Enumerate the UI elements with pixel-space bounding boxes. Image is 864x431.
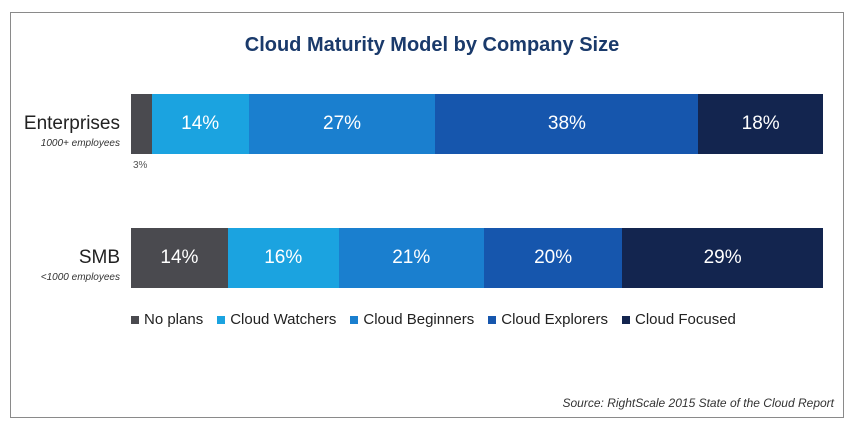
bar-segment-enterprises-cloud-beginners: 27%: [248, 94, 436, 154]
legend-swatch-cloud-focused: [621, 315, 630, 324]
data-label-enterprises-cloud-explorers: 38%: [547, 113, 586, 134]
data-label-enterprises-cloud-focused: 18%: [741, 113, 780, 134]
legend-swatch-cloud-explorers: [488, 315, 497, 324]
legend-label-cloud-explorers: Cloud Explorers: [501, 311, 608, 328]
legend-item-cloud-watchers: Cloud Watchers: [217, 311, 336, 328]
chart-frame: [10, 12, 844, 418]
data-label-smb-cloud-watchers: 16%: [264, 247, 303, 268]
data-label-smb-no-plans: 14%: [160, 247, 199, 268]
bar-segment-smb-cloud-beginners: 21%: [338, 228, 484, 288]
category-label-smb: SMB: [78, 247, 120, 268]
data-label-enterprises-no-plans: 3%: [133, 160, 148, 171]
legend-label-cloud-watchers: Cloud Watchers: [230, 311, 337, 328]
chart-title: Cloud Maturity Model by Company Size: [244, 34, 620, 56]
data-label-smb-cloud-explorers: 20%: [534, 247, 573, 268]
category-sublabel-smb: <1000 employees: [40, 272, 120, 283]
bar-segment-enterprises-cloud-watchers: 14%: [151, 94, 249, 154]
bar-segment-smb-cloud-focused: 29%: [622, 228, 823, 288]
bar-segment-smb-cloud-watchers: 16%: [227, 228, 339, 288]
bar-segment-smb-no-plans: 14%: [131, 228, 228, 288]
legend-label-cloud-focused: Cloud Focused: [634, 311, 736, 328]
bar-segment-enterprises-cloud-explorers: 38%: [435, 94, 699, 154]
data-label-enterprises-cloud-beginners: 27%: [323, 113, 362, 134]
bar-row-enterprises: 14% 27% 38% 18%: [131, 94, 823, 154]
legend: No plans Cloud Watchers Cloud Beginners Clo…: [131, 311, 831, 328]
category-sublabel-enterprises: 1000+ employees: [40, 138, 120, 149]
data-label-smb-cloud-beginners: 21%: [392, 247, 431, 268]
bar-segment-enterprises-no-plans: [131, 94, 152, 154]
legend-item-cloud-beginners: Cloud Beginners: [350, 311, 474, 328]
legend-item-cloud-explorers: Cloud Explorers: [488, 311, 608, 328]
data-label-smb-cloud-focused: 29%: [703, 247, 742, 268]
legend-swatch-no-plans: [131, 315, 139, 324]
bar-segment-smb-cloud-explorers: 20%: [483, 228, 623, 288]
data-label-enterprises-cloud-watchers: 14%: [181, 113, 220, 134]
legend-label-no-plans: No plans: [144, 311, 204, 328]
legend-item-cloud-focused: Cloud Focused: [621, 311, 736, 328]
legend-swatch-cloud-watchers: [217, 315, 226, 324]
category-label-enterprises: Enterprises: [23, 113, 120, 134]
legend-label-cloud-beginners: Cloud Beginners: [363, 311, 475, 328]
bar-segment-enterprises-cloud-focused: 18%: [698, 94, 823, 154]
legend-swatch-cloud-beginners: [350, 315, 359, 324]
bar-row-smb: 14% 16% 21% 20% 29%: [131, 228, 823, 288]
source-note: Source: RightScale 2015 State of the Clo…: [562, 396, 835, 410]
legend-item-no-plans: No plans: [131, 311, 203, 328]
